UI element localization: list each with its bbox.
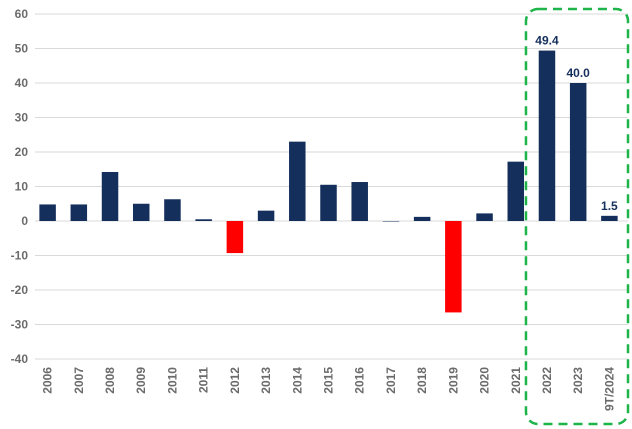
- bar-2008: [101, 172, 119, 221]
- bars: [39, 50, 618, 313]
- y-tick-label: 10: [15, 180, 29, 194]
- y-tick-label: 20: [15, 145, 29, 159]
- x-tick-label: 9T/2024: [602, 367, 616, 411]
- x-tick-label: 2011: [197, 367, 211, 393]
- bar-2017: [382, 221, 400, 222]
- bar-2012: [226, 221, 244, 254]
- x-tick-label: 2014: [290, 367, 304, 394]
- y-tick-label: -40: [11, 352, 29, 366]
- highlight-group: [524, 7, 630, 426]
- y-tick-label: -30: [11, 318, 29, 332]
- bar-2023: [569, 83, 587, 221]
- bar-2007: [70, 204, 88, 221]
- x-tick-label: 2008: [103, 367, 117, 394]
- data-label: 40.0: [567, 66, 591, 80]
- bar-2013: [257, 210, 275, 221]
- data-label: 49.4: [535, 34, 559, 48]
- data-label: 1.5: [601, 199, 618, 213]
- x-tick-label: 2020: [478, 367, 492, 394]
- x-axis-ticks: 2006 2007 2008 2009 2010 2011 2012 2013 2014 2015…: [41, 367, 617, 411]
- bar-2016: [351, 182, 368, 221]
- y-tick-label: 60: [15, 7, 29, 21]
- bar-2014: [289, 141, 306, 221]
- bar-2019: [445, 221, 462, 313]
- bar-2021: [507, 161, 525, 221]
- bar-2015: [320, 184, 337, 221]
- bar-2018: [413, 216, 431, 221]
- x-tick-label: 2022: [540, 367, 554, 394]
- x-tick-label: 2023: [571, 367, 585, 394]
- x-tick-label: 2017: [384, 367, 398, 394]
- data-labels: 49.4 40.0 1.5: [535, 34, 618, 213]
- y-tick-label: 0: [21, 214, 28, 228]
- x-tick-label: 2021: [509, 367, 523, 394]
- bar-9T/2024: [601, 215, 618, 221]
- y-tick-label: 30: [15, 111, 29, 125]
- bar-2006: [39, 204, 56, 221]
- bar-2011: [195, 219, 212, 221]
- y-axis-ticks: -40 -30 -20 -10 0 10 20 30 40 50 60: [11, 7, 29, 366]
- x-tick-label: 2012: [228, 367, 242, 394]
- y-tick-label: -20: [11, 283, 29, 297]
- x-tick-label: 2007: [72, 367, 86, 394]
- x-tick-label: 2009: [134, 367, 148, 394]
- x-tick-label: 2013: [259, 367, 273, 394]
- x-tick-label: 2015: [322, 367, 336, 394]
- x-tick-label: 2019: [446, 367, 460, 394]
- x-tick-label: 2018: [415, 367, 429, 394]
- bar-2009: [132, 203, 150, 221]
- x-tick-label: 2016: [353, 367, 367, 394]
- y-tick-label: -10: [11, 249, 29, 263]
- x-tick-label: 2010: [165, 367, 179, 394]
- bar-2020: [476, 213, 493, 221]
- y-tick-label: 40: [15, 76, 29, 90]
- y-tick-label: 50: [15, 42, 29, 56]
- highlight-box: [524, 7, 630, 426]
- bar-2022: [538, 50, 556, 221]
- x-tick-label: 2006: [41, 367, 55, 394]
- bar-2010: [164, 199, 181, 221]
